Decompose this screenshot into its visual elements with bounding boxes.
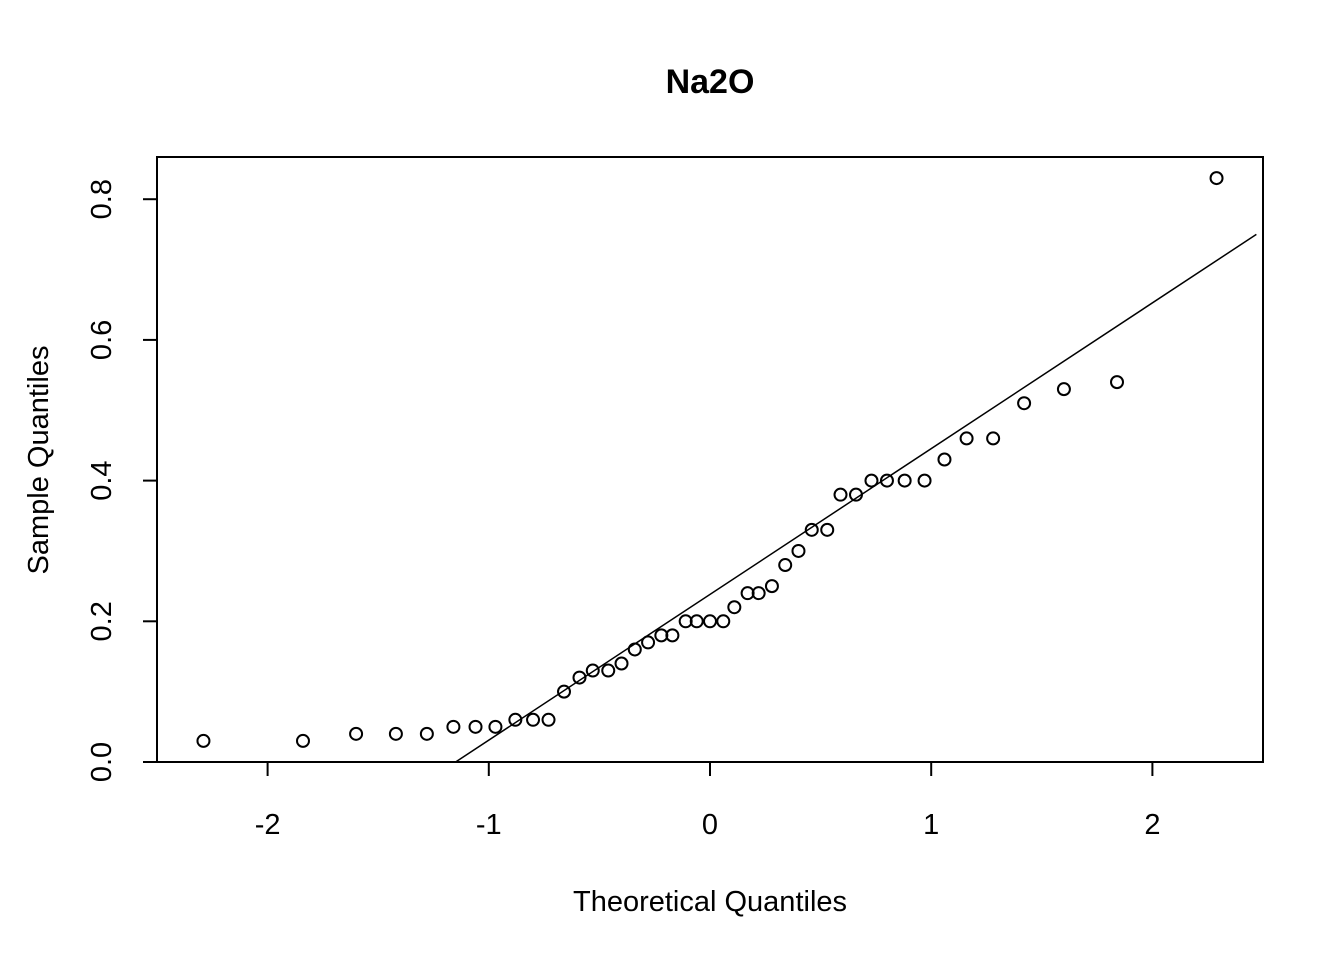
x-axis-label: Theoretical Quantiles [573,886,847,918]
data-point [689,614,704,629]
x-tick-label: 0 [702,809,718,841]
data-point [897,473,912,488]
data-point [488,719,503,734]
data-point [833,487,848,502]
data-point [627,642,642,657]
data-point [468,719,483,734]
data-point [864,473,879,488]
data-point [388,726,403,741]
data-point [1110,375,1125,390]
data-point [572,670,587,685]
data-point [665,628,680,643]
data-point [585,663,600,678]
data-point [820,522,835,537]
data-point [804,522,819,537]
y-axis-label: Sample Quantiles [23,346,55,575]
data-point [614,656,629,671]
data-points [196,171,1224,748]
data-point [727,600,742,615]
data-point [764,579,779,594]
x-axis: -2 -1 0 1 2 [255,761,1160,841]
data-point [703,614,717,629]
data-point [1056,382,1071,397]
plot-frame [156,156,1264,763]
y-tick-label: 0.2 [86,601,118,641]
data-point [879,473,894,488]
data-point [641,635,656,650]
data-point [541,712,556,727]
data-point [196,733,211,748]
data-point [751,586,766,601]
x-tick-label: -2 [255,809,281,841]
data-point [601,663,616,678]
x-tick-label: 2 [1144,809,1160,841]
x-tick-label: 1 [923,809,939,841]
y-tick-label: 0.8 [86,179,118,219]
data-point [349,726,364,741]
y-axis: 0.0 0.2 0.4 0.6 0.8 [86,179,158,782]
data-point [1017,396,1032,411]
y-tick-label: 0.4 [86,460,118,500]
data-point [716,614,731,629]
data-point [557,684,572,699]
data-point [419,726,434,741]
x-tick-label: -1 [476,809,502,841]
data-point [778,558,793,573]
data-point [526,712,541,727]
chart-title: Na2O [666,63,755,101]
data-point [295,733,310,748]
data-point [959,431,974,446]
data-point [508,712,523,727]
data-point [848,487,863,502]
data-point [937,452,952,467]
data-point [986,431,1001,446]
y-tick-label: 0.6 [86,320,118,360]
data-point [446,719,461,734]
data-point [791,543,806,558]
data-point [917,473,932,488]
y-tick-label: 0.0 [86,742,118,782]
data-point [1209,171,1224,186]
